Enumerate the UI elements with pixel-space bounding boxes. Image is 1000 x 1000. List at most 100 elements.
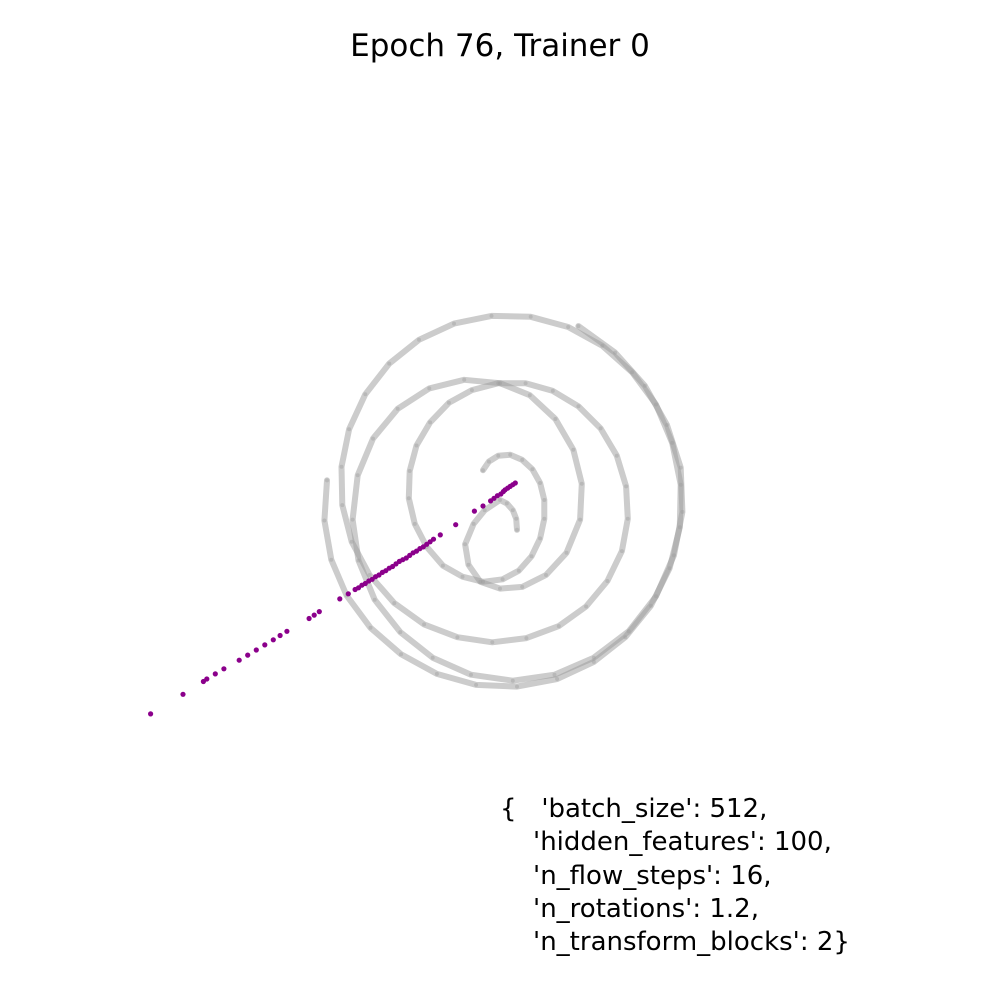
density-point (395, 406, 400, 411)
sample-point (180, 691, 186, 697)
density-point (564, 550, 569, 555)
density-point (430, 655, 435, 660)
density-point (524, 636, 529, 641)
density-point (440, 563, 445, 568)
density-point (462, 377, 467, 382)
density-point (417, 337, 421, 342)
sample-point (437, 532, 443, 538)
density-point (387, 361, 392, 366)
sample-point (284, 628, 290, 634)
density-point (529, 554, 534, 559)
density-point (515, 527, 519, 532)
density-point (498, 586, 502, 591)
density-point (490, 640, 495, 645)
density-point (630, 370, 635, 375)
density-point (460, 574, 465, 579)
density-point (605, 579, 610, 583)
density-point (329, 557, 334, 562)
density-point (520, 457, 525, 462)
sample-point (480, 503, 486, 509)
density-point (349, 539, 354, 544)
density-point (372, 597, 377, 602)
density-point (508, 452, 513, 457)
config-annotation-line-2: 'hidden_features': 100, (500, 827, 832, 857)
density-point (619, 549, 624, 554)
density-point (339, 464, 344, 469)
density-point (542, 516, 547, 521)
density-point (481, 579, 485, 584)
sample-point (488, 498, 494, 504)
density-point (514, 516, 519, 521)
density-point (591, 659, 596, 664)
sample-point (306, 615, 312, 622)
density-point (614, 453, 619, 458)
density-point (579, 481, 584, 486)
sample-point (200, 678, 206, 685)
density-point (371, 436, 375, 441)
density-point (347, 427, 352, 432)
density-point (520, 584, 525, 589)
density-point (496, 453, 501, 458)
density-point (571, 447, 576, 452)
density-point (538, 536, 543, 541)
density-point (552, 672, 557, 677)
density-point (469, 388, 474, 393)
density-point (504, 501, 509, 506)
density-point (463, 542, 468, 547)
density-point (576, 404, 581, 409)
density-point (542, 498, 547, 502)
density-point (578, 517, 583, 522)
density-point (407, 469, 412, 473)
density-point (584, 604, 589, 609)
density-point (498, 498, 502, 502)
density-point (625, 516, 630, 521)
density-point (667, 566, 672, 571)
density-point (670, 440, 675, 445)
density-point (523, 381, 528, 386)
sample-point (212, 671, 218, 677)
density-point (600, 343, 605, 348)
density-point (677, 525, 682, 530)
density-point (648, 603, 653, 608)
density-point (325, 478, 329, 483)
density-point (654, 402, 658, 407)
density-point (624, 484, 629, 489)
density-point (422, 622, 427, 627)
density-point (553, 417, 558, 421)
sample-point (148, 711, 154, 717)
density-point (544, 573, 548, 577)
density-point (496, 381, 501, 386)
config-annotation-line-4: 'n_rotations': 1.2, (500, 894, 759, 924)
density-point (399, 652, 404, 657)
sample-point (471, 508, 477, 514)
sample-point (262, 642, 268, 648)
density-point (412, 521, 417, 526)
sample-point (316, 609, 322, 615)
density-point (398, 630, 403, 635)
density-point (368, 625, 373, 630)
density-point (471, 521, 476, 526)
density-point (489, 313, 494, 318)
density-point (527, 393, 532, 398)
config-annotation-line-3: 'n_flow_steps': 16, (500, 861, 772, 891)
density-point (428, 420, 433, 425)
density-point (486, 459, 491, 464)
sample-point (453, 522, 459, 528)
sample-point (245, 652, 251, 658)
chart-title: Epoch 76, Trainer 0 (350, 28, 650, 64)
density-point (598, 426, 603, 431)
config-annotation-line-5: 'n_transform_blocks': 2} (500, 927, 850, 957)
density-point (452, 321, 456, 326)
density-point (530, 467, 535, 472)
density-point (340, 503, 345, 508)
sample-point (221, 666, 227, 672)
sample-point (352, 586, 358, 593)
density-point (455, 635, 460, 640)
density-point (406, 496, 411, 501)
density-point (556, 624, 561, 629)
density-point (500, 577, 505, 582)
sample-point (236, 657, 242, 663)
density-point (678, 482, 683, 487)
density-point (446, 400, 451, 405)
density-point (538, 481, 543, 485)
